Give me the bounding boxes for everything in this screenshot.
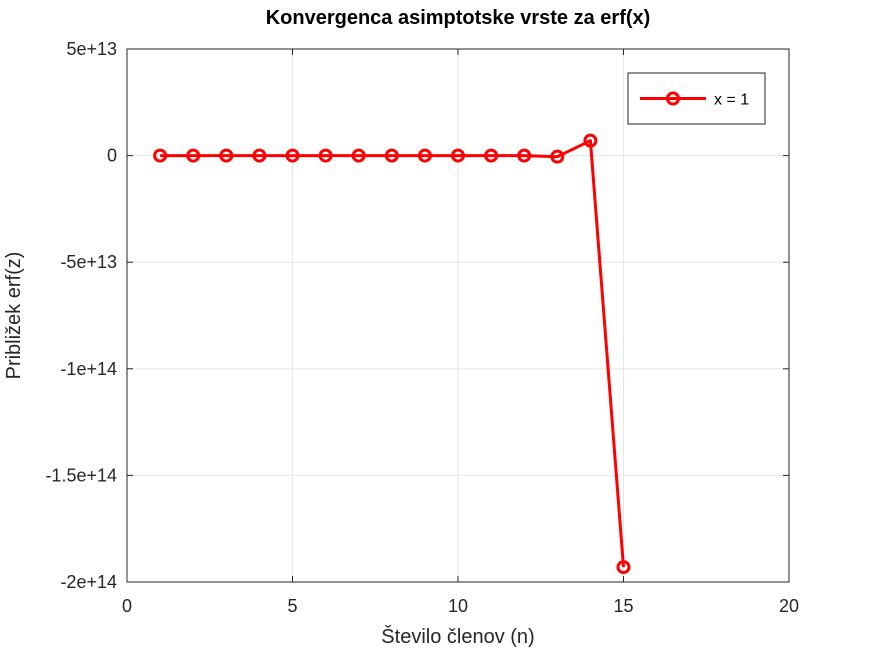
- x-tick-label: 10: [448, 596, 468, 616]
- x-axis-label: Število členov (n): [381, 625, 534, 648]
- data-point: [550, 149, 565, 164]
- series-line: [160, 139, 625, 568]
- x-tick-label: 15: [613, 596, 633, 616]
- data-point: [384, 148, 399, 163]
- y-tick-label: 0: [107, 146, 117, 166]
- data-point: [318, 148, 333, 163]
- y-axis-label: Približek erf(z): [3, 252, 25, 380]
- legend-marker-sample: [666, 91, 680, 106]
- y-ticks: 5e+13 0 -5e+13 -1e+14 -1.5e+14 -2e+14: [45, 39, 789, 592]
- y-tick-label: -5e+13: [60, 252, 117, 272]
- legend-entry-label: x = 1: [714, 92, 749, 109]
- data-point: [285, 148, 300, 163]
- data-point: [451, 148, 465, 163]
- x-tick-label: 5: [287, 596, 297, 616]
- y-tick-label: -2e+14: [60, 572, 117, 592]
- grid-layer: [126, 48, 790, 583]
- x-tick-label: 20: [779, 596, 799, 616]
- data-point: [417, 148, 432, 163]
- y-tick-label: 5e+13: [66, 39, 117, 59]
- data-point: [186, 148, 201, 163]
- data-point: [219, 148, 234, 163]
- legend: x = 1: [627, 72, 766, 125]
- x-ticks: 0 5 10 15 20: [122, 49, 799, 616]
- data-point: [153, 148, 168, 163]
- y-tick-label: -1.5e+14: [45, 465, 117, 485]
- data-point: [484, 148, 499, 163]
- data-point: [583, 133, 598, 148]
- y-tick-label: -1e+14: [60, 359, 117, 379]
- data-point: [252, 148, 267, 163]
- data-point: [517, 148, 532, 163]
- x-tick-label: 0: [122, 596, 132, 616]
- series-layer: [153, 133, 631, 575]
- data-point: [616, 560, 631, 575]
- data-point: [351, 148, 366, 163]
- chart-title: Konvergenca asimptotske vrste za erf(x): [266, 7, 651, 29]
